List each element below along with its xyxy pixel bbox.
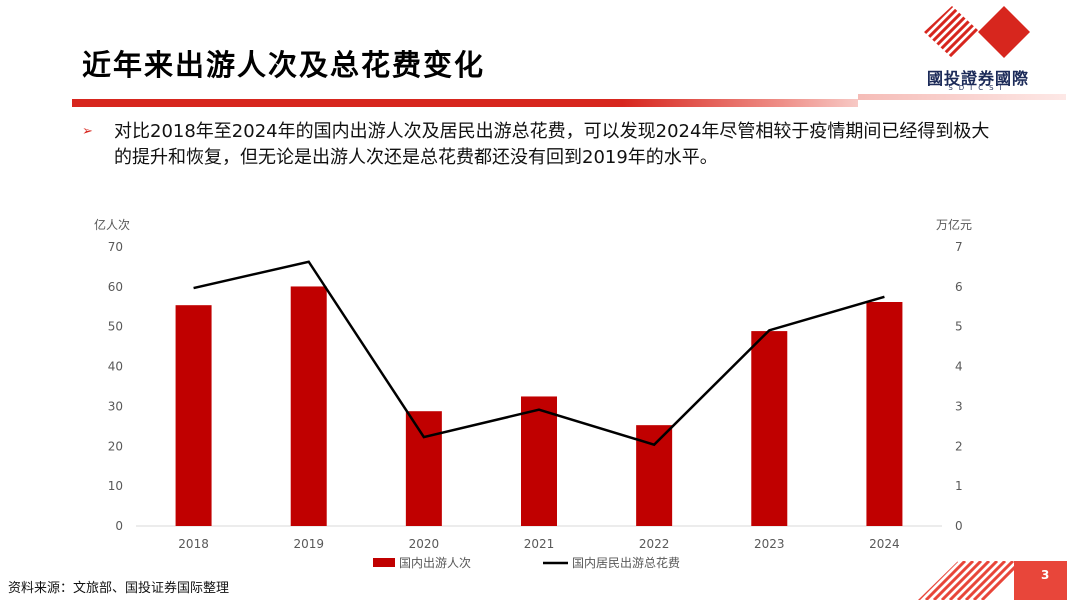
title-underline-fade [858,94,1066,100]
company-logo: 國投證券國際 SDICSI [918,4,1038,92]
left-axis-tick-label: 70 [108,240,123,254]
bullet-text: 对比2018年至2024年的国内出游人次及居民出游总花费，可以发现2024年尽管… [114,121,990,168]
bar-2019 [290,286,327,526]
right-axis-tick-label: 1 [955,479,963,493]
left-axis-tick-label: 20 [108,439,123,453]
title-underline [72,99,858,107]
logo-text: 國投證券國際 [926,69,1029,88]
bar-2018 [175,305,212,526]
right-axis-tick-label: 3 [955,399,963,413]
left-axis-tick-label: 10 [108,479,123,493]
x-axis-tick-label: 2021 [524,537,555,551]
legend-line-label: 国内居民出游总花费 [572,555,680,570]
page-number: 3 [1041,568,1050,582]
source-note: 资料来源：文旅部、国投证券国际整理 [8,581,230,596]
right-axis-tick-label: 0 [955,519,963,533]
bar-2021 [521,396,557,526]
left-axis-tick-label: 50 [108,320,123,334]
bar-2020 [405,411,442,526]
legend-bar-label: 国内出游人次 [399,556,471,570]
left-axis-tick-label: 40 [108,360,123,374]
line-series-spending [193,260,885,447]
x-axis-tick-label: 2024 [869,537,900,551]
bullet-arrow-icon: ➢ [82,124,93,139]
left-axis-unit-label: 亿人次 [94,217,130,232]
corner-stripes-decoration [918,561,1067,600]
right-axis-tick-label: 2 [955,439,963,453]
page-title: 近年来出游人次及总花费变化 [82,48,486,82]
legend-bar-swatch [373,558,395,567]
x-axis-tick-label: 2019 [293,537,324,551]
right-axis-unit-label: 万亿元 [936,217,972,232]
x-axis-tick-label: 2020 [409,537,440,551]
right-axis-tick-label: 6 [955,280,963,294]
right-axis-tick-label: 4 [955,360,963,374]
bar-2024 [866,302,903,526]
x-axis-tick-label: 2022 [639,537,670,551]
x-axis-tick-label: 2018 [178,537,209,551]
logo-mark-icon [924,6,1030,58]
left-axis-tick-label: 0 [115,519,123,533]
left-axis-tick-label: 60 [108,280,123,294]
x-axis-tick-label: 2023 [754,537,785,551]
right-axis-tick-label: 5 [955,320,963,334]
logo-subtext: SDICSI [948,84,1008,92]
right-axis-tick-label: 7 [955,240,963,254]
left-axis-tick-label: 30 [108,399,123,413]
bar-2023 [751,331,788,526]
